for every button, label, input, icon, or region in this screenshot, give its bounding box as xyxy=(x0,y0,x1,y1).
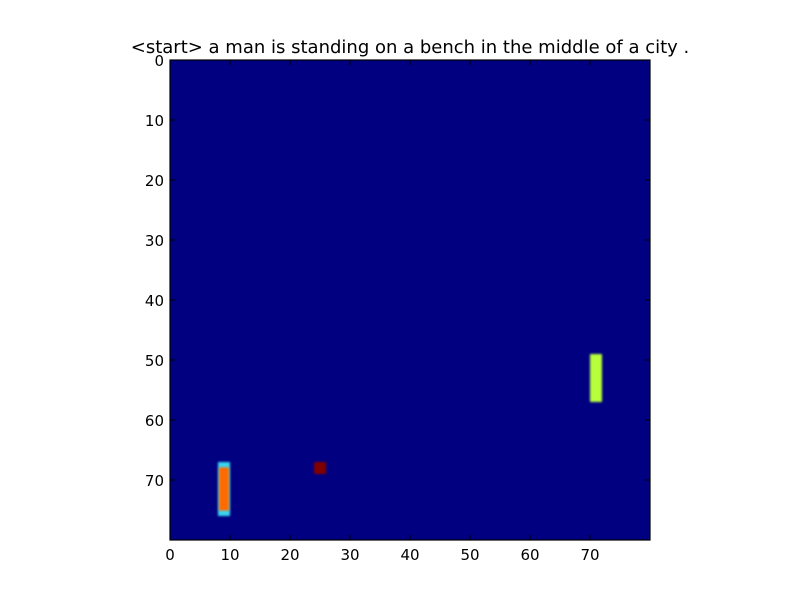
y-tick-label: 50 xyxy=(145,352,164,370)
x-tick-label: 20 xyxy=(280,546,299,564)
x-axis: 0 10 20 30 40 50 60 70 xyxy=(165,60,600,564)
x-tick-label: 0 xyxy=(165,546,175,564)
y-tick-label: 30 xyxy=(145,232,164,250)
x-tick-label: 40 xyxy=(400,546,419,564)
y-tick-label: 60 xyxy=(145,412,164,430)
x-tick-label: 50 xyxy=(460,546,479,564)
plot-area xyxy=(169,59,651,541)
y-tick-label: 70 xyxy=(145,472,164,490)
x-tick-label: 60 xyxy=(520,546,539,564)
heatmap-background xyxy=(170,60,650,540)
dot-middle xyxy=(314,462,326,474)
chart-title: <start> a man is standing on a bench in … xyxy=(131,37,690,58)
x-tick-label: 30 xyxy=(340,546,359,564)
x-tick-label: 70 xyxy=(580,546,599,564)
bar-left xyxy=(219,467,229,511)
y-tick-label: 20 xyxy=(145,172,164,190)
y-tick-label: 0 xyxy=(154,52,164,70)
y-tick-label: 40 xyxy=(145,292,164,310)
x-tick-label: 10 xyxy=(220,546,239,564)
bar-right xyxy=(590,354,602,402)
y-tick-label: 10 xyxy=(145,112,164,130)
y-axis: 0 10 20 30 40 50 60 70 xyxy=(145,52,650,490)
